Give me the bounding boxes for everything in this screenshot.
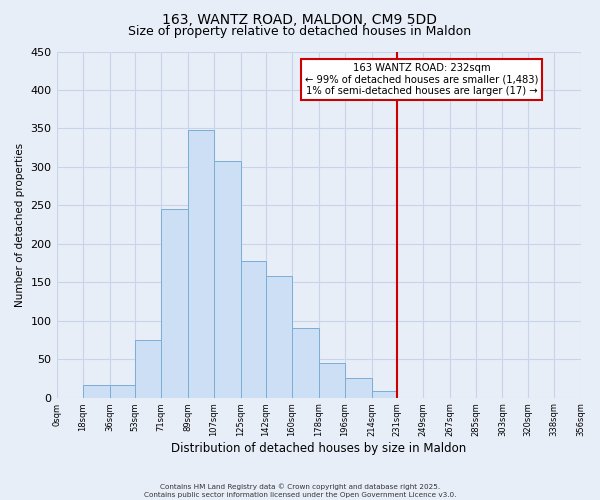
Bar bbox=[134, 340, 161, 398]
Bar bbox=[266, 276, 292, 398]
Text: 163 WANTZ ROAD: 232sqm
← 99% of detached houses are smaller (1,483)
1% of semi-d: 163 WANTZ ROAD: 232sqm ← 99% of detached… bbox=[305, 63, 538, 96]
X-axis label: Distribution of detached houses by size in Maldon: Distribution of detached houses by size … bbox=[171, 442, 466, 455]
Text: 163, WANTZ ROAD, MALDON, CM9 5DD: 163, WANTZ ROAD, MALDON, CM9 5DD bbox=[163, 12, 437, 26]
Text: Size of property relative to detached houses in Maldon: Size of property relative to detached ho… bbox=[128, 25, 472, 38]
Bar bbox=[214, 162, 241, 398]
Y-axis label: Number of detached properties: Number of detached properties bbox=[15, 142, 25, 306]
Bar bbox=[241, 262, 266, 398]
Text: Contains HM Land Registry data © Crown copyright and database right 2025.
Contai: Contains HM Land Registry data © Crown c… bbox=[144, 484, 456, 498]
Bar bbox=[83, 384, 110, 398]
Bar bbox=[292, 328, 319, 398]
Bar bbox=[161, 209, 188, 398]
Bar bbox=[371, 392, 397, 398]
Bar bbox=[110, 384, 134, 398]
Bar bbox=[188, 130, 214, 398]
Bar bbox=[319, 363, 345, 398]
Bar bbox=[345, 378, 371, 398]
